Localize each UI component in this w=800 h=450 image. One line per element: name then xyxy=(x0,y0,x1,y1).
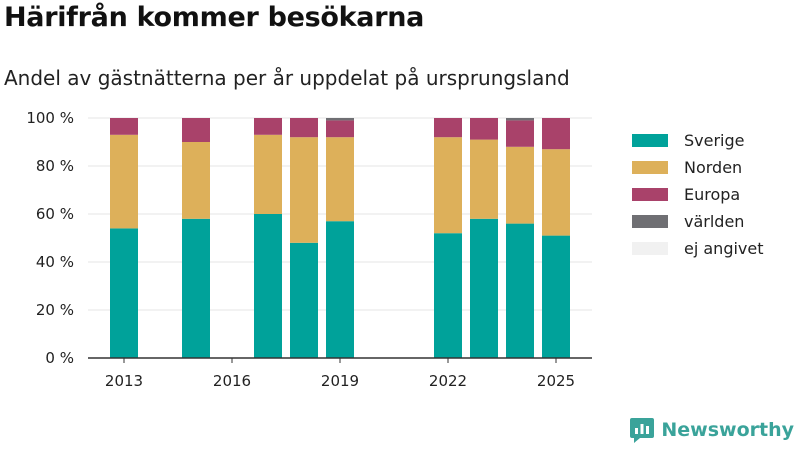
chart-subtitle: Andel av gästnätterna per år uppdelat på… xyxy=(4,66,570,90)
legend-swatch xyxy=(632,134,668,147)
legend-swatch xyxy=(632,215,668,228)
bar-segment xyxy=(110,118,138,135)
legend-label: Europa xyxy=(684,185,740,204)
bar-segment xyxy=(326,118,354,121)
bar-segment xyxy=(326,137,354,222)
y-tick-label: 0 % xyxy=(45,349,74,367)
x-tick-label: 2013 xyxy=(105,372,143,390)
x-tick-label: 2022 xyxy=(429,372,467,390)
bar-segment xyxy=(470,118,498,140)
legend-swatch xyxy=(632,188,668,201)
bar-segment xyxy=(110,134,138,229)
chart-title: Härifrån kommer besökarna xyxy=(4,2,425,33)
bar-segment xyxy=(254,214,282,358)
bar-segment xyxy=(326,221,354,358)
legend-label: Norden xyxy=(684,158,742,177)
y-tick-label: 100 % xyxy=(26,109,74,127)
x-tick-label: 2016 xyxy=(213,372,251,390)
bar-segment xyxy=(326,120,354,138)
bar-segment xyxy=(470,139,498,219)
bar-segment xyxy=(182,142,210,219)
bar-segment xyxy=(290,137,318,243)
newsworthy-logo-icon xyxy=(630,418,655,443)
bar-segment xyxy=(506,146,534,224)
bar-segment xyxy=(434,118,462,138)
bar-segment xyxy=(542,118,570,150)
y-tick-label: 40 % xyxy=(36,253,74,271)
bar-segment xyxy=(290,118,318,138)
bar-segment xyxy=(182,118,210,142)
legend-label: ej angivet xyxy=(684,239,764,258)
x-tick-label: 2025 xyxy=(537,372,575,390)
bar-segment xyxy=(254,118,282,135)
bar-segment xyxy=(506,223,534,358)
bar-segment xyxy=(254,134,282,214)
bar-segment xyxy=(506,120,534,147)
bar-segment xyxy=(542,235,570,358)
bar-segment xyxy=(110,228,138,358)
bar-segment xyxy=(434,137,462,234)
bar-segment xyxy=(182,218,210,358)
legend-label: Sverige xyxy=(684,131,745,150)
bar-segment xyxy=(290,242,318,358)
y-tick-label: 60 % xyxy=(36,205,74,223)
legend-swatch xyxy=(632,242,668,255)
x-tick-label: 2019 xyxy=(321,372,359,390)
bar-segment xyxy=(506,118,534,121)
bar-segment xyxy=(470,218,498,358)
y-tick-label: 20 % xyxy=(36,301,74,319)
bar-segment xyxy=(542,149,570,236)
brand-name: Newsworthy xyxy=(661,419,794,441)
bar-segment xyxy=(434,233,462,358)
legend-swatch xyxy=(632,161,668,174)
brand-logo: Newsworthy xyxy=(629,416,794,444)
legend-label: världen xyxy=(684,212,744,231)
y-tick-label: 80 % xyxy=(36,157,74,175)
